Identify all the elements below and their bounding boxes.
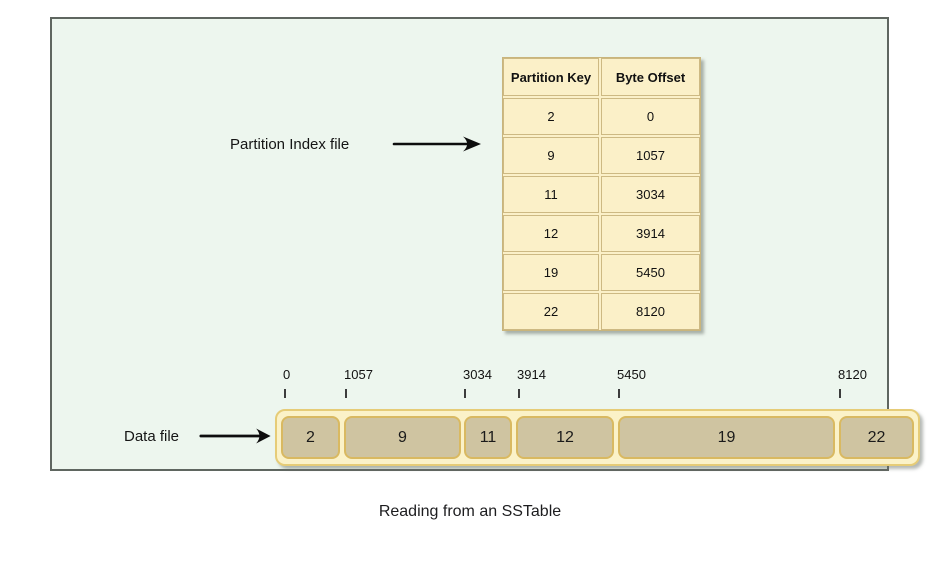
tick-mark-icon [839,389,841,398]
tick-mark-icon [518,389,520,398]
byte-offset-cell: 3914 [601,215,700,252]
byte-offset-tick: 5450 [617,367,646,398]
data-file-segment: 12 [516,416,614,459]
tick-label: 3034 [463,367,492,382]
data-file-segment: 11 [464,416,512,459]
diagram-frame: Partition Index file Partition Key Byte … [50,17,920,471]
data-file-segment: 2 [281,416,340,459]
data-file-bar: 2 9 11 12 19 22 [275,409,920,466]
byte-offset-tick: 0 [283,367,290,398]
byte-offset-tick: 3914 [517,367,546,398]
diagram-caption: Reading from an SSTable [378,503,562,520]
byte-offset-cell: 3034 [601,176,700,213]
tick-label: 0 [283,367,291,382]
byte-offset-cell: 1057 [601,137,700,174]
tick-mark-icon [284,389,286,398]
byte-offset-cell: 5450 [601,254,700,291]
partition-index-table: Partition Key Byte Offset 2 0 9 1057 11 … [502,57,701,331]
byte-offset-header: Byte Offset [601,58,700,96]
partition-key-header: Partition Key [503,58,599,96]
tick-label: 5450 [617,367,646,382]
tick-mark-icon [464,389,466,398]
tick-label: 8120 [838,367,867,382]
partition-key-cell: 22 [503,293,599,330]
byte-offset-tick: 8120 [838,367,867,398]
byte-offset-cell: 8120 [601,293,700,330]
tick-mark-icon [618,389,620,398]
partition-key-cell: 19 [503,254,599,291]
partition-key-cell: 11 [503,176,599,213]
partition-key-cell: 9 [503,137,599,174]
partition-index-file-label: Partition Index file [230,136,350,153]
data-file-segment: 22 [839,416,914,459]
partition-index-arrow-icon [392,136,481,152]
byte-offset-tick: 3034 [463,367,492,398]
byte-offset-tick: 1057 [344,367,373,398]
byte-offset-cell: 0 [601,98,700,135]
partition-key-cell: 2 [503,98,599,135]
data-file-label: Data file [124,428,180,445]
partition-key-cell: 12 [503,215,599,252]
tick-label: 3914 [517,367,546,382]
data-file-arrow-icon [199,428,271,444]
data-file-segment: 9 [344,416,461,459]
tick-label: 1057 [344,367,373,382]
data-file-segment: 19 [618,416,835,459]
tick-mark-icon [345,389,347,398]
